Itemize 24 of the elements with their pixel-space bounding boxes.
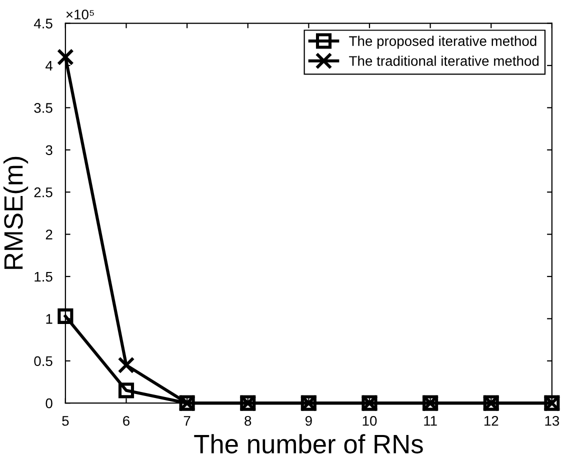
y-tick-label: 3.5 (34, 103, 52, 113)
legend-label: The traditional iterative method (349, 56, 539, 66)
legend-label: The proposed iterative method (349, 36, 536, 49)
x-tick-label: 13 (545, 416, 560, 426)
x-tick-label: 8 (244, 416, 252, 426)
y-tick-label: 0 (46, 398, 52, 408)
y-tick-label: 4.5 (34, 18, 52, 28)
x-tick-label: 10 (362, 416, 377, 426)
x-tick-label: 7 (184, 416, 190, 426)
x-tick-label: 12 (484, 416, 498, 426)
x-tick-label: 5 (62, 416, 69, 426)
y-tick-label: 3 (46, 145, 52, 156)
y-tick-label: 1.5 (34, 272, 52, 282)
x-tick-label: 9 (305, 416, 312, 426)
y-tick-label: 0.5 (34, 356, 52, 366)
y-tick-label: 1 (46, 314, 52, 324)
x-tick-label: 11 (424, 416, 437, 426)
x-tick-label: 6 (123, 416, 130, 426)
x-axis-title: The number of RNs (194, 434, 423, 454)
y-axis-title: RMSE(m) (3, 156, 28, 269)
y-tick-label: 4 (46, 60, 53, 71)
y-tick-label: 2 (46, 230, 52, 240)
y-tick-label: 2.5 (34, 187, 52, 198)
text: ×10⁵ (66, 10, 94, 20)
